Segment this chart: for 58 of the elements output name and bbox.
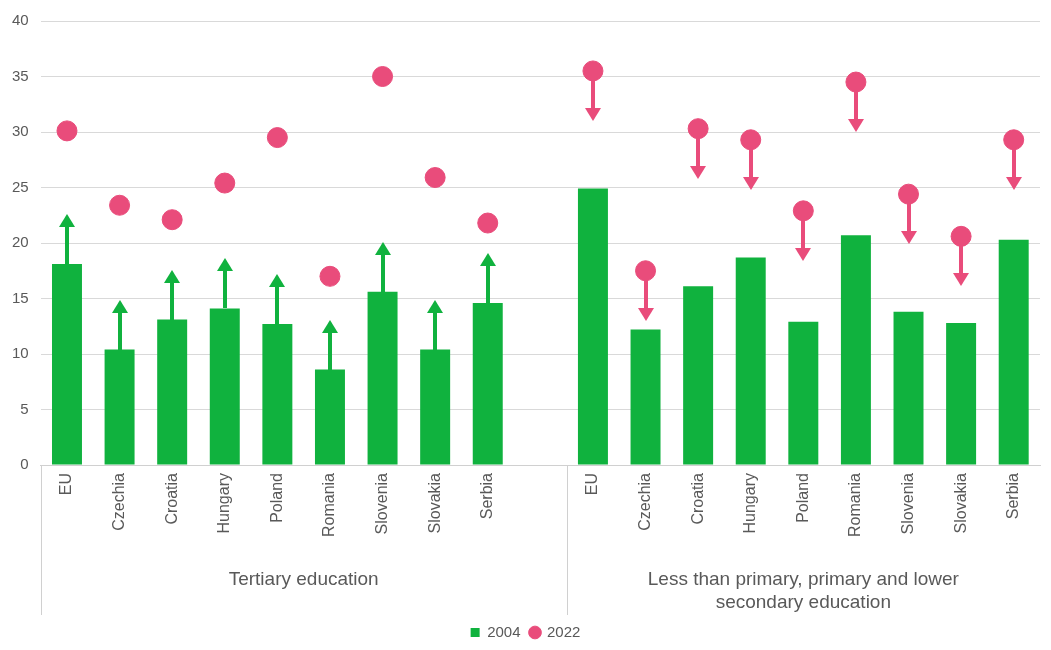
x-tick-label: Croatia — [162, 472, 180, 525]
x-tick-label: Slovakia — [951, 472, 969, 534]
text: Less than primary, primary and lower secondary education — [647, 568, 960, 613]
text: Tertiary education — [228, 568, 379, 590]
x-tick-label: Romania — [846, 472, 864, 538]
point — [635, 260, 657, 282]
bar — [683, 286, 714, 465]
point — [1003, 129, 1025, 151]
y-tick-label: 25 — [12, 177, 29, 195]
x-tick-label: Slovenia — [372, 472, 390, 535]
bar — [998, 239, 1029, 465]
bar — [946, 322, 977, 465]
y-tick-label: 30 — [12, 122, 29, 140]
bar — [788, 321, 819, 465]
point — [319, 265, 341, 287]
bar — [893, 311, 924, 465]
y-tick-label: 0 — [20, 455, 29, 473]
x-tick-label: Hungary — [215, 473, 233, 534]
point — [372, 66, 394, 87]
y-tick-label: 20 — [12, 233, 29, 251]
point — [792, 200, 814, 222]
y-tick-label: 35 — [12, 66, 29, 84]
bar — [577, 188, 608, 465]
point — [477, 212, 499, 234]
y-tick-label: 5 — [20, 399, 29, 417]
point — [266, 127, 288, 149]
x-tick-label: EU — [57, 473, 75, 496]
bar — [840, 235, 871, 465]
y-tick-label: 15 — [12, 288, 29, 306]
point — [424, 167, 446, 189]
point — [161, 209, 183, 231]
point — [687, 118, 709, 140]
x-tick-label: Czechia — [635, 472, 653, 531]
x-tick-label: Serbia — [478, 472, 496, 520]
y-tick-label: 10 — [12, 344, 29, 362]
x-tick-label: Poland — [267, 473, 285, 523]
x-tick-label: Slovakia — [425, 472, 443, 534]
point — [740, 129, 762, 151]
point — [582, 60, 604, 82]
y-tick-label: 40 — [12, 11, 29, 29]
point — [950, 225, 972, 247]
x-tick-label: Serbia — [1004, 472, 1022, 520]
bar — [735, 257, 766, 465]
x-tick-label: Czechia — [109, 472, 127, 531]
bar — [630, 329, 661, 465]
point — [898, 183, 920, 205]
point — [109, 194, 131, 216]
x-tick-label: Croatia — [688, 472, 706, 525]
x-tick-label: Romania — [320, 472, 338, 538]
x-tick-label: Poland — [793, 473, 811, 523]
x-tick-label: Slovenia — [898, 472, 916, 535]
point — [214, 172, 236, 194]
x-tick-label: Hungary — [741, 473, 759, 534]
legend-label: 2004 — [487, 622, 521, 640]
point — [56, 120, 78, 142]
legend-label: 2022 — [547, 622, 581, 640]
x-tick-label: EU — [583, 473, 601, 496]
point — [845, 71, 867, 93]
